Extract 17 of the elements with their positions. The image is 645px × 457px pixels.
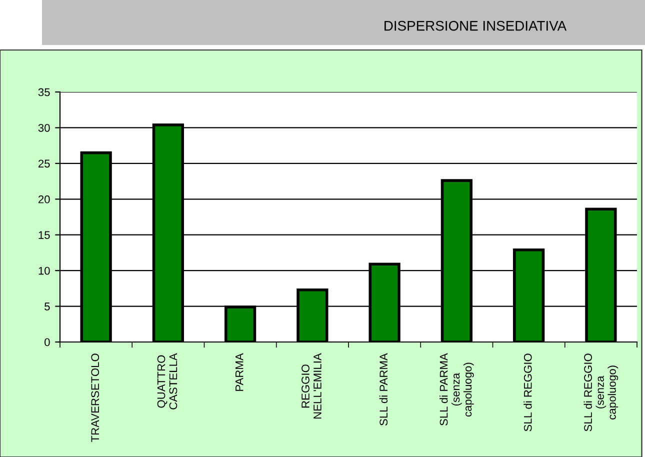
y-tick-label: 25: [38, 160, 50, 168]
y-tick-label: 0: [44, 338, 50, 346]
x-tick-label: SLL di REGGIO (senza capoluogo): [584, 354, 618, 432]
x-tick-label: SLL di PARMA: [379, 353, 388, 426]
x-tick-label: TRAVERSETOLO: [91, 354, 100, 442]
y-tick-label: 5: [44, 302, 50, 310]
x-tick-label: SLL di REGGIO: [524, 354, 532, 432]
y-tick-label: 10: [38, 266, 50, 275]
y-tick-label: 30: [38, 124, 50, 132]
x-tick-label: PARMA: [236, 353, 244, 391]
y-tick-label: 15: [38, 231, 50, 239]
x-tick-label: REGGIO NELL'EMILIA: [302, 353, 322, 419]
y-tick-label: 35: [38, 88, 50, 96]
x-tick-label: SLL di PARMA (senza capoluogo): [440, 353, 474, 426]
y-tick-label: 20: [38, 195, 50, 204]
chart-title: DISPERSIONE INSEDIATIVA: [384, 20, 567, 31]
x-tick-label: QUATTRO CASTELLA: [157, 353, 178, 410]
